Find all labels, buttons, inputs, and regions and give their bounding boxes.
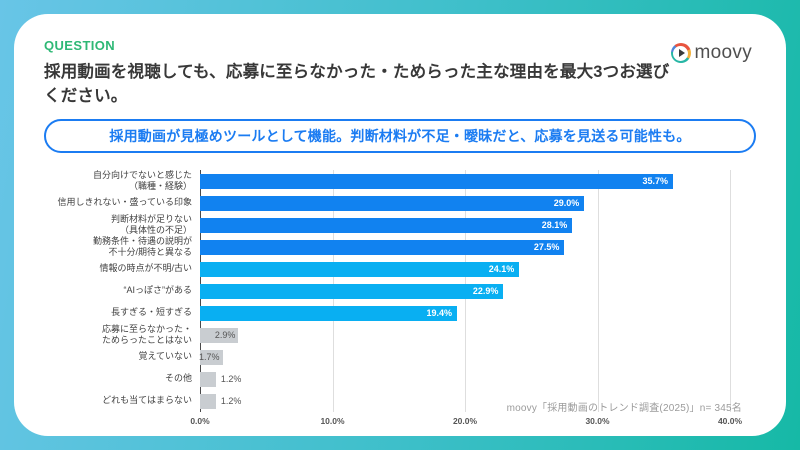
chart-row: 応募に至らなかった・ ためらったことはない 2.9%: [44, 324, 730, 346]
bar-value-label: 24.1%: [488, 263, 515, 274]
bar: 29.0%: [200, 195, 585, 211]
bar-cell: 29.0%: [200, 195, 730, 211]
chart-row: 情報の時点が不明/古い 24.1%: [44, 258, 730, 280]
chart-rows: 自分向けでないと感じた （職種・経験） 35.7% 信用しきれない・盛っている印象 2…: [44, 170, 730, 412]
bar-value-label: 27.5%: [533, 241, 560, 252]
category-label: 覚えていない: [138, 351, 192, 362]
bar: 28.1%: [200, 217, 573, 233]
bar-chart: 自分向けでないと感じた （職種・経験） 35.7% 信用しきれない・盛っている印象 2…: [44, 170, 742, 429]
x-tick-label: 30.0%: [585, 416, 610, 426]
bar-value-label: 1.7%: [199, 351, 220, 362]
bar-cell: 1.2%: [200, 393, 730, 409]
bar-value-label: 19.4%: [426, 307, 453, 318]
bar-cell: 35.7%: [200, 173, 730, 189]
page-title: 採用動画を視聴しても、応募に至らなかった・ためらった主な理由を最大3つお選びくだ…: [44, 63, 670, 105]
bar-cell: 28.1%: [200, 217, 730, 233]
bar: 35.7%: [200, 173, 674, 189]
grid-line: [730, 170, 731, 412]
bar: 1.2%: [200, 393, 241, 409]
category-label: 自分向けでないと感じた （職種・経験）: [92, 169, 192, 191]
bar-cell: 24.1%: [200, 261, 730, 277]
slide-card: QUESTION 採用動画を視聴しても、応募に至らなかった・ためらった主な理由を…: [14, 14, 786, 436]
bar-value-label: 22.9%: [472, 285, 499, 296]
category-label: 応募に至らなかった・ ためらったことはない: [101, 323, 192, 345]
bar: 27.5%: [200, 239, 565, 255]
bar-cell: 1.7%: [199, 349, 730, 365]
play-circle-icon: [670, 43, 691, 63]
category-label: その他: [164, 373, 192, 384]
bar-value-label: 1.2%: [220, 395, 242, 406]
chart-row: 自分向けでないと感じた （職種・経験） 35.7%: [44, 170, 730, 192]
category-label: 判断材料が足りない （具体性の不足）: [110, 213, 192, 235]
chart-row: 勤務条件・待遇の説明が 不十分/期待と異なる 27.5%: [44, 236, 730, 258]
bar-value-label: 29.0%: [553, 197, 580, 208]
bar: 1.7%: [199, 349, 223, 365]
logo-text: moovy: [694, 42, 752, 63]
bar: 19.4%: [200, 305, 458, 321]
category-label: 情報の時点が不明/古い: [99, 263, 192, 274]
header-text: QUESTION 採用動画を視聴しても、応募に至らなかった・ためらった主な理由を…: [44, 38, 671, 106]
bar-value-label: 1.2%: [220, 373, 242, 384]
bar: 22.9%: [200, 283, 504, 299]
category-label: どれも当てはまらない: [102, 395, 192, 406]
bar-value-label: 35.7%: [642, 175, 669, 186]
chart-row: 信用しきれない・盛っている印象 29.0%: [44, 192, 730, 214]
category-label: 長すぎる・短すぎる: [110, 307, 192, 318]
moovy-logo: moovy: [670, 42, 752, 64]
chart-row: 覚えていない 1.7%: [44, 346, 730, 368]
bar-cell: 1.2%: [200, 371, 730, 387]
category-label: 信用しきれない・盛っている印象: [57, 197, 192, 208]
chart-row: その他 1.2%: [44, 368, 730, 390]
key-insight-banner: 採用動画が見極めツールとして機能。判断材料が不足・曖昧だと、応募を見送る可能性も…: [44, 119, 756, 153]
bar-cell: 22.9%: [200, 283, 730, 299]
bar-cell: 2.9%: [200, 327, 730, 343]
grid-line: [597, 170, 599, 412]
header: QUESTION 採用動画を視聴しても、応募に至らなかった・ためらった主な理由を…: [44, 38, 756, 106]
chart-row: どれも当てはまらない 1.2%: [44, 390, 730, 412]
banner-text: 採用動画が見極めツールとして機能。判断材料が不足・曖昧だと、応募を見送る可能性も…: [109, 128, 691, 144]
x-tick-label: 20.0%: [452, 416, 478, 426]
x-axis-ticks: 0.0% 10.0% 20.0% 30.0% 40.0%: [190, 416, 742, 429]
bar-value-label: 28.1%: [541, 219, 568, 230]
bar-value-label: 2.9%: [214, 329, 236, 340]
chart-row: 長すぎる・短すぎる 19.4%: [44, 302, 730, 324]
bar: 1.2%: [200, 371, 241, 387]
x-tick-label: 0.0%: [190, 416, 210, 426]
bar-cell: 19.4%: [200, 305, 730, 321]
category-label: “AIっぽさ”がある: [123, 285, 193, 296]
bar-cell: 27.5%: [200, 239, 730, 255]
question-label: QUESTION: [44, 38, 116, 53]
chart-row: “AIっぽさ”がある 22.9%: [44, 280, 730, 302]
chart-row: 判断材料が足りない （具体性の不足） 28.1%: [44, 214, 730, 236]
bar: 2.9%: [200, 327, 239, 343]
x-tick-label: 40.0%: [717, 416, 743, 426]
source-note: moovy「採用動画のトレンド調査(2025)」n= 345名: [506, 403, 742, 414]
x-tick-label: 10.0%: [320, 416, 345, 426]
bar: 24.1%: [200, 261, 520, 277]
category-label: 勤務条件・待遇の説明が 不十分/期待と異なる: [92, 235, 192, 257]
